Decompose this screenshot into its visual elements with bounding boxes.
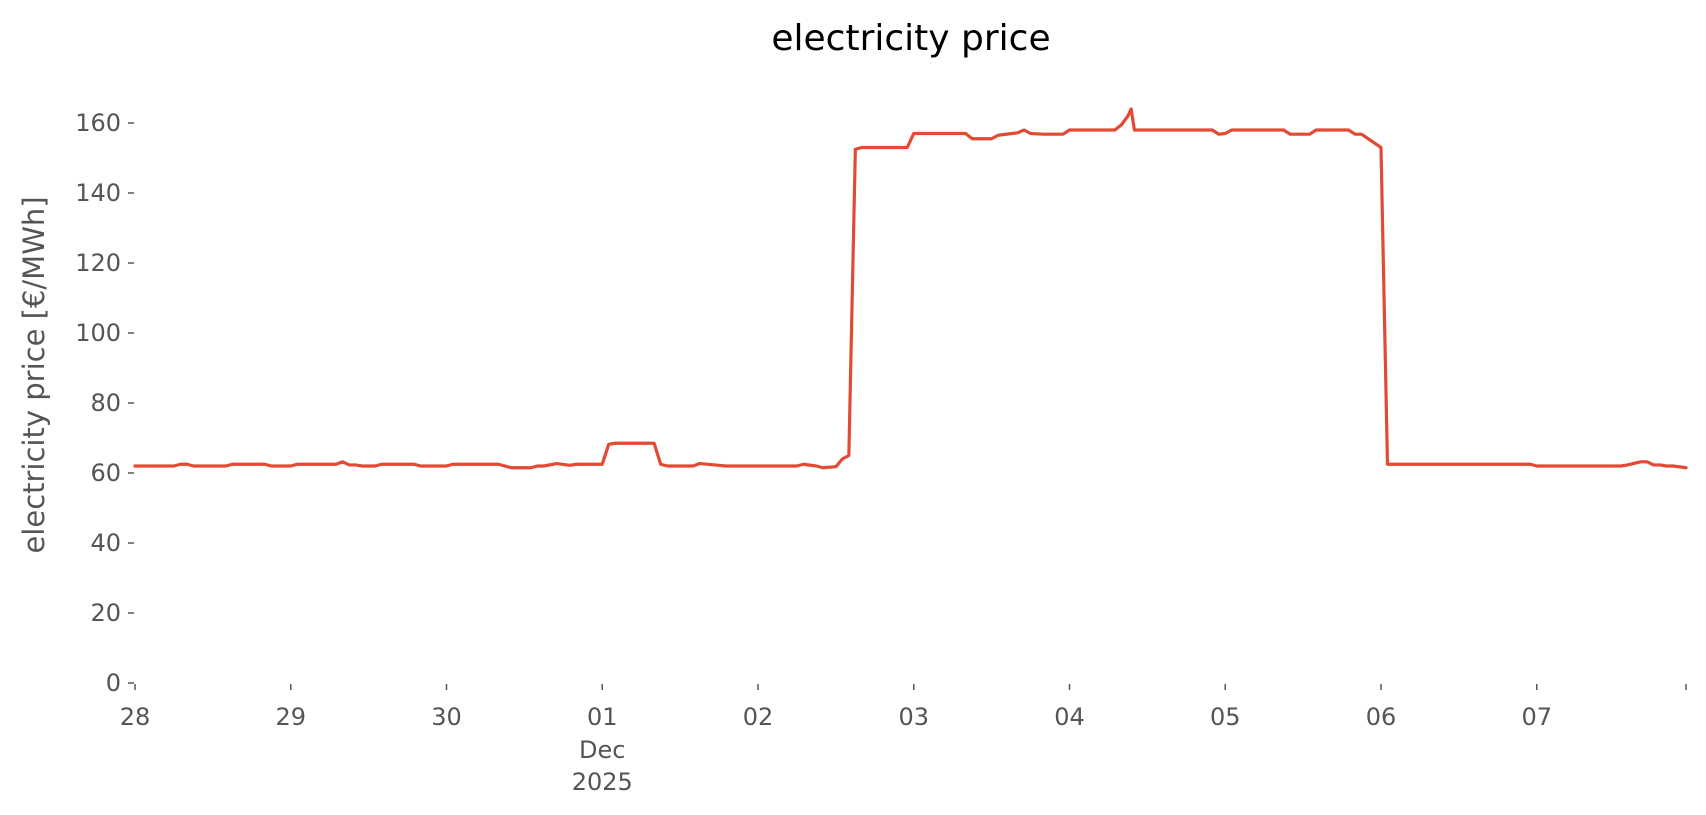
y-axis-label: electricity price [€/MWh] xyxy=(17,196,51,553)
x-tick-sublabel: Dec xyxy=(579,736,625,764)
x-tick-label: 01 xyxy=(587,703,618,731)
y-tick-label: 120 xyxy=(75,249,121,277)
x-tick-label: 04 xyxy=(1054,703,1085,731)
x-tick-label: 28 xyxy=(120,703,151,731)
x-tick-label: 07 xyxy=(1521,703,1552,731)
y-tick-label: 140 xyxy=(75,179,121,207)
y-axis: 0 20 40 60 80 100 120 140 160 xyxy=(75,109,134,697)
x-tick-label: 29 xyxy=(275,703,306,731)
y-tick-label: 160 xyxy=(75,109,121,137)
price-series-line xyxy=(133,107,1688,470)
x-tick-sublabel: 2025 xyxy=(572,768,633,796)
x-tick-label: 30 xyxy=(431,703,462,731)
y-tick-label: 20 xyxy=(90,599,121,627)
y-tick-label: 0 xyxy=(106,669,121,697)
x-tick-label: 05 xyxy=(1210,703,1241,731)
series-layer xyxy=(133,107,1688,470)
chart-title: electricity price xyxy=(771,18,1050,59)
y-tick-label: 100 xyxy=(75,319,121,347)
y-tick-label: 40 xyxy=(90,529,121,557)
x-tick-label: 02 xyxy=(743,703,774,731)
x-tick-label: 06 xyxy=(1366,703,1397,731)
x-tick-label: 03 xyxy=(898,703,929,731)
y-tick-label: 80 xyxy=(90,389,121,417)
y-tick-label: 60 xyxy=(90,459,121,487)
x-axis: 28 29 30 01 Dec 2025 02 03 04 05 06 07 xyxy=(120,684,1687,796)
